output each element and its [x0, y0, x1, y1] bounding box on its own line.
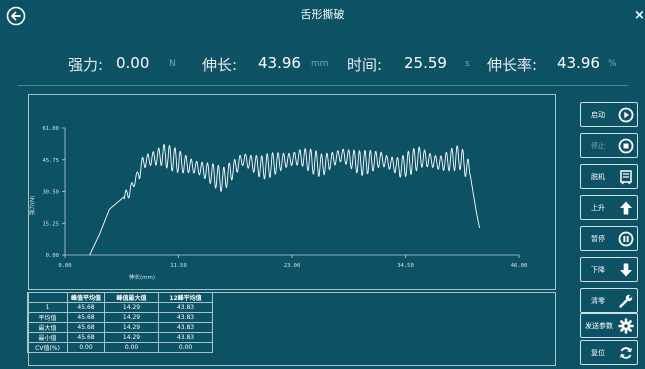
table-row: 平均值 45.68 14.29 43.83 [27, 311, 213, 323]
start-button-label: 启动 [591, 110, 605, 119]
table-header: 峰值平均值 [67, 292, 105, 303]
pause-button-label: 暂停 [591, 234, 605, 243]
offline-icon [618, 169, 634, 185]
table-cell: 14.29 [104, 321, 159, 333]
table-header-row: 峰值平均值 峰值最大值 12峰平均值 [27, 292, 213, 303]
stats-table: 峰值平均值 峰值最大值 12峰平均值 1 45.68 14.29 43.83 平… [27, 292, 213, 353]
table-cell: 45.68 [67, 302, 105, 313]
up-button-label: 上升 [591, 203, 605, 212]
table-cell: 43.83 [158, 302, 213, 313]
table-cell: 45.68 [67, 331, 105, 343]
table-cell: 14.29 [104, 311, 159, 323]
play-circle-icon [618, 107, 634, 123]
table-header [27, 292, 68, 303]
force-series-line [89, 144, 480, 256]
reset-button-label: 复位 [591, 348, 605, 357]
time-value: 25.59 [404, 54, 447, 72]
table-cell: 1 [27, 302, 68, 313]
divider [18, 85, 628, 86]
table-cell: 43.83 [158, 311, 213, 323]
y-tick-label: 0.00 [46, 253, 59, 259]
table-cell: 45.68 [67, 321, 105, 333]
down-button-label: 下降 [591, 265, 605, 274]
send-params-button-label: 发送参数 [585, 321, 613, 330]
offline-button-label: 脱机 [591, 172, 605, 181]
gear-icon [618, 317, 634, 334]
arrow-down-icon [618, 262, 634, 278]
table-row: 1 45.68 14.29 43.83 [27, 302, 213, 313]
up-button[interactable]: 上升 [580, 195, 638, 220]
force-label: 强力: [68, 56, 104, 74]
arrow-up-icon [618, 200, 634, 216]
chart-panel [28, 94, 556, 290]
force-value: 0.00 [116, 54, 150, 72]
x-tick-label: 0.00 [58, 263, 71, 269]
table-cell: 45.68 [67, 311, 105, 323]
elongation-rate-value: 43.96 [557, 54, 600, 72]
table-cell: 43.83 [158, 331, 213, 343]
y-tick-label: 61.00 [42, 126, 59, 132]
force-unit: N [169, 59, 176, 69]
y-axis-label: 强力(N) [28, 196, 36, 215]
send-params-button[interactable]: 发送参数 [580, 313, 638, 338]
table-cell: 0.00 [67, 341, 105, 353]
elongation-unit: mm [311, 59, 329, 69]
wrench-icon [618, 293, 634, 309]
x-tick-label: 23.00 [284, 263, 301, 269]
elongation-label: 伸长: [202, 56, 238, 74]
x-axis-label: 伸长(mm) [129, 273, 155, 281]
time-label: 时间: [347, 56, 383, 74]
elongation-rate-label: 伸长率: [487, 56, 538, 74]
close-icon[interactable]: × [634, 8, 645, 23]
back-icon[interactable] [6, 6, 26, 26]
table-cell: 最小值 [27, 331, 68, 343]
elongation-rate-unit: % [608, 59, 617, 69]
y-tick-label: 45.75 [42, 158, 59, 164]
stop-button[interactable]: 停止 [580, 133, 638, 158]
y-tick-label: 15.25 [42, 221, 59, 227]
time-unit: s [465, 59, 470, 69]
table-row: 最大值 45.68 14.29 43.83 [27, 321, 213, 333]
pause-button[interactable]: 暂停 [580, 226, 638, 251]
y-tick-label: 30.50 [42, 190, 59, 196]
table-cell: 14.29 [104, 302, 159, 313]
pause-circle-icon [618, 231, 634, 247]
table-cell: 0.00 [158, 341, 213, 353]
stop-button-label: 停止 [591, 141, 605, 150]
table-cell: 平均值 [27, 311, 68, 323]
zero-button-label: 清零 [591, 296, 605, 305]
table-row: 最小值 45.68 14.29 43.83 [27, 331, 213, 343]
down-button[interactable]: 下降 [580, 257, 638, 282]
table-cell: 43.83 [158, 321, 213, 333]
page-title: 舌形撕破 [300, 8, 345, 21]
stop-circle-icon [618, 138, 634, 154]
zero-button[interactable]: 清零 [580, 288, 638, 313]
refresh-icon [618, 345, 634, 361]
x-tick-label: 11.50 [170, 263, 187, 269]
table-row: CV值(%) 0.00 0.00 0.00 [27, 341, 213, 353]
start-button[interactable]: 启动 [580, 102, 638, 127]
x-tick-label: 46.00 [511, 263, 528, 269]
reset-button[interactable]: 复位 [580, 340, 638, 365]
table-cell: 14.29 [104, 331, 159, 343]
force-elongation-chart: 0.00 11.50 23.00 34.50 46.00 0.00 15.25 30.50 45… [28, 126, 528, 281]
table-header: 12峰平均值 [158, 292, 213, 303]
table-header: 峰值最大值 [104, 292, 159, 303]
offline-button[interactable]: 脱机 [580, 164, 638, 189]
elongation-value: 43.96 [258, 54, 301, 72]
table-cell: 最大值 [27, 321, 68, 333]
table-cell: 0.00 [104, 341, 159, 353]
x-tick-label: 34.50 [397, 263, 414, 269]
table-cell: CV值(%) [27, 341, 68, 353]
